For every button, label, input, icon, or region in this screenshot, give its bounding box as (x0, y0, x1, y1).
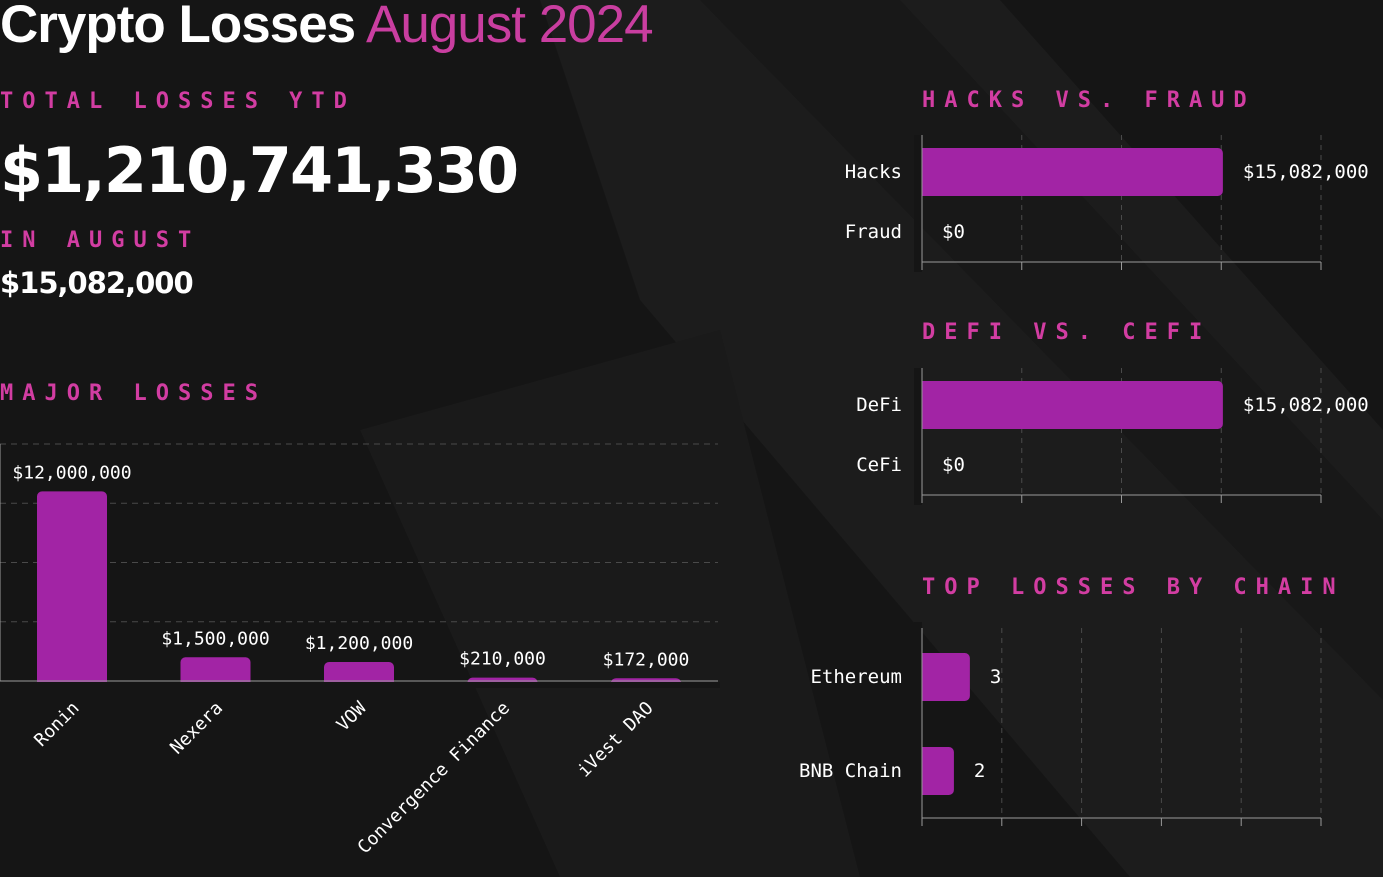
losses-by-chain-title: TOP LOSSES BY CHAIN (922, 575, 1345, 600)
total-losses-label: TOTAL LOSSES YTD (0, 89, 356, 114)
y-tick-label-fraud: Fraud (845, 221, 902, 243)
bar-ronin (37, 491, 107, 687)
bar-bnb-chain (916, 747, 954, 795)
defi-vs-cefi-title: DEFI VS. CEFI (922, 320, 1212, 345)
y-tick-label-ethereum: Ethereum (810, 666, 902, 688)
x-tick-label-vow: VOW (333, 698, 371, 736)
data-label-vow: $1,200,000 (305, 633, 413, 654)
title-accent: August 2024 (365, 0, 654, 54)
y-tick-label-bnb-chain: BNB Chain (799, 760, 902, 782)
major-losses-chart: $12,000,000 Ronin $1,500,000 Nexera $1,200,0… (0, 443, 720, 858)
x-tick-label-nexera: Nexera (166, 698, 227, 759)
data-label-ivest-dao: $172,000 (603, 649, 690, 670)
y-tick-label-hacks: Hacks (845, 161, 902, 183)
bar-hacks (916, 148, 1223, 196)
data-label-bnb-chain: 2 (974, 760, 985, 782)
x-tick-label-convergence-finance: Convergence Finance (354, 698, 514, 858)
data-label-convergence-finance: $210,000 (459, 649, 546, 670)
bar-ethereum (916, 653, 970, 701)
data-label-ethereum: 3 (990, 666, 1001, 688)
title-main: Crypto Losses (0, 0, 356, 54)
page-title: Crypto Losses August 2024 (0, 0, 654, 55)
august-losses-label: IN AUGUST (0, 228, 201, 253)
total-losses-value: $1,210,741,330 (0, 134, 519, 207)
data-label-ronin: $12,000,000 (12, 462, 131, 483)
y-tick-label-cefi: CeFi (856, 454, 902, 476)
defi-vs-cefi-chart: DeFi $15,082,000 CeFi $0 (856, 368, 1369, 505)
major-losses-title: MAJOR LOSSES (0, 381, 267, 406)
axis-mask (0, 682, 720, 688)
hacks-vs-fraud-title: HACKS VS. FRAUD (922, 88, 1256, 113)
bar-nexera (180, 657, 251, 687)
data-label-cefi: $0 (942, 454, 965, 476)
losses-by-chain-chart: Ethereum 3 BNB Chain 2 (799, 622, 1322, 828)
hacks-vs-fraud-chart: Hacks $15,082,000 Fraud $0 (845, 135, 1369, 272)
x-tick-label-ronin: Ronin (30, 698, 83, 751)
y-tick-label-defi: DeFi (856, 394, 902, 416)
axis-mask (914, 135, 922, 272)
axis-mask (914, 368, 922, 505)
bar-defi (916, 381, 1223, 429)
data-label-nexera: $1,500,000 (161, 628, 269, 649)
data-label-hacks: $15,082,000 (1243, 161, 1369, 183)
x-tick-label-ivest-dao: iVest DAO (574, 698, 658, 782)
data-label-defi: $15,082,000 (1243, 394, 1369, 416)
axis-mask (914, 622, 922, 828)
august-losses-value: $15,082,000 (0, 266, 194, 300)
data-label-fraud: $0 (942, 221, 965, 243)
